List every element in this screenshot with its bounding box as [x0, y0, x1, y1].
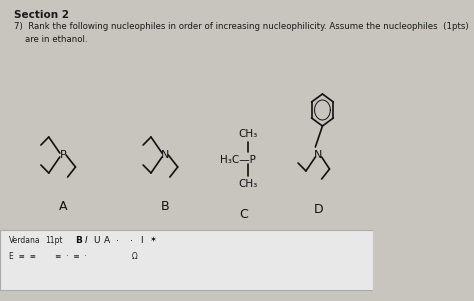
- Text: D: D: [314, 203, 323, 216]
- Text: ✶: ✶: [149, 236, 156, 245]
- Text: H₃C—P: H₃C—P: [220, 155, 256, 165]
- Text: B: B: [75, 236, 82, 245]
- Text: ·: ·: [130, 236, 133, 246]
- Text: CH₃: CH₃: [238, 179, 257, 189]
- Text: N: N: [161, 150, 169, 160]
- Text: P: P: [60, 150, 66, 160]
- Text: CH₃: CH₃: [238, 129, 257, 139]
- Text: E  ≡  ≡        ≡  ·  ≡  ·                   Ω: E ≡ ≡ ≡ · ≡ · Ω: [9, 252, 138, 261]
- Text: C: C: [239, 208, 248, 221]
- Text: 7)  Rank the following nucleophiles in order of increasing nucleophilicity. Assu: 7) Rank the following nucleophiles in or…: [14, 22, 469, 44]
- Text: B: B: [161, 200, 170, 213]
- Text: A: A: [104, 236, 110, 245]
- Text: U: U: [93, 236, 99, 245]
- Text: I: I: [85, 236, 88, 245]
- Text: N: N: [314, 150, 323, 160]
- Text: Section 2: Section 2: [14, 10, 69, 20]
- Text: I: I: [140, 236, 143, 245]
- Bar: [0, 230, 373, 290]
- Text: Verdana: Verdana: [9, 236, 41, 245]
- Text: ·: ·: [117, 236, 119, 246]
- Text: A: A: [59, 200, 67, 213]
- Text: 11pt: 11pt: [46, 236, 63, 245]
